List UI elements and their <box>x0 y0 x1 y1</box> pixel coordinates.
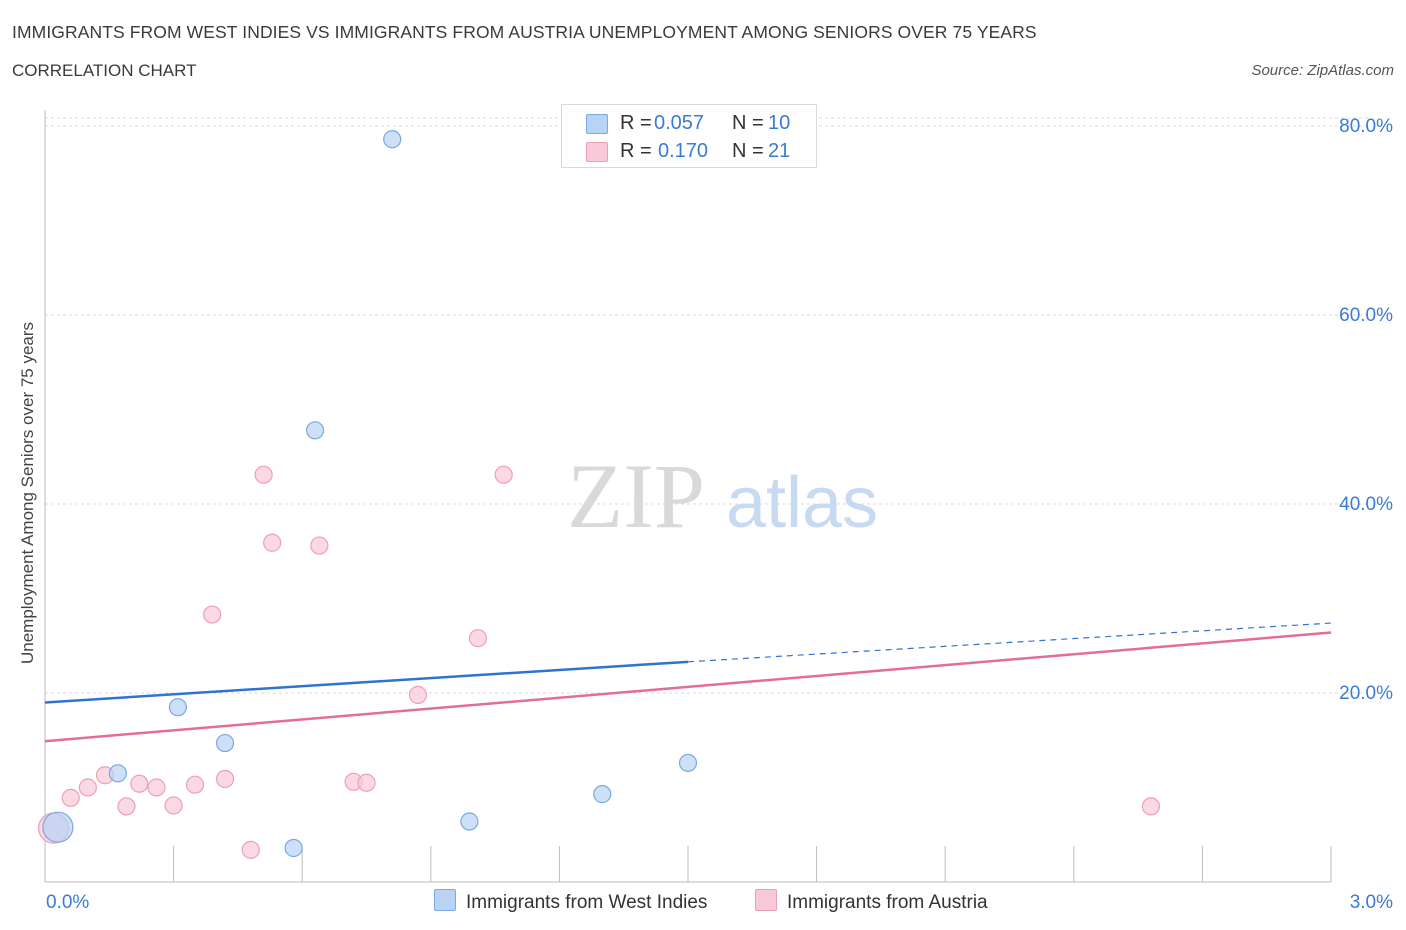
stats-legend: R = 0.057 N = 10 R = 0.170 N = 21 <box>561 104 817 168</box>
source-credit: Source: ZipAtlas.com <box>1251 62 1394 79</box>
chart-title: IMMIGRANTS FROM WEST INDIES VS IMMIGRANT… <box>12 22 1037 42</box>
legend-r-label: R = <box>620 112 652 134</box>
legend-r-label: R = <box>620 140 652 162</box>
y-tick-label: 20.0% <box>1339 683 1393 704</box>
data-point-austria <box>241 840 260 859</box>
legend-r-value: 0.057 <box>654 112 705 134</box>
data-point-austria <box>254 465 273 484</box>
x-tick-label: 3.0% <box>1350 892 1393 913</box>
trendline-austria <box>44 631 1332 743</box>
data-point-west-indies <box>108 764 127 783</box>
legend-n-label: N = <box>732 140 764 162</box>
data-point-west-indies <box>284 838 303 858</box>
x-tick-label: 0.0% <box>46 892 89 913</box>
data-point-west-indies <box>678 753 698 773</box>
data-point-austria <box>215 769 235 789</box>
chart-subtitle: CORRELATION CHART <box>12 61 197 80</box>
data-point-west-indies <box>42 811 74 843</box>
data-point-austria <box>78 778 97 797</box>
legend-r-value: 0.170 <box>658 140 709 162</box>
legend-n-value: 21 <box>768 140 791 162</box>
bottom-legend-west-indies: Immigrants from West Indies <box>434 889 707 914</box>
data-point-austria <box>1141 797 1161 816</box>
data-point-austria <box>408 685 428 704</box>
legend-series-label: Immigrants from West Indies <box>466 892 708 913</box>
y-tick-label: 60.0% <box>1339 305 1393 326</box>
data-point-austria <box>147 778 166 797</box>
y-tick-label: 40.0% <box>1339 494 1393 515</box>
bottom-legend-austria: Immigrants from Austria <box>755 889 988 914</box>
data-point-austria <box>164 796 183 815</box>
legend-series-label: Immigrants from Austria <box>787 892 988 913</box>
legend-n-label: N = <box>732 112 764 134</box>
trendline-west-indies-extension <box>687 622 1332 663</box>
data-point-west-indies <box>215 733 235 753</box>
data-point-austria <box>357 773 376 792</box>
data-point-austria <box>310 536 329 555</box>
data-point-west-indies <box>168 698 187 717</box>
data-point-austria <box>117 797 136 816</box>
data-point-austria <box>130 774 149 793</box>
data-point-austria <box>185 775 205 794</box>
legend-swatch-blue <box>586 114 608 134</box>
data-point-west-indies <box>460 812 479 831</box>
data-point-west-indies <box>305 421 325 440</box>
watermark-zip: ZIP <box>567 445 705 547</box>
trendline-west-indies <box>44 660 689 704</box>
y-tick-label: 80.0% <box>1339 116 1393 137</box>
legend-swatch-blue <box>434 889 456 911</box>
data-point-west-indies <box>383 130 402 149</box>
watermark-atlas: atlas <box>726 463 878 543</box>
legend-n-value: 10 <box>768 112 791 134</box>
data-point-austria <box>263 533 282 552</box>
data-point-austria <box>468 629 488 648</box>
data-point-austria <box>203 605 222 624</box>
legend-swatch-pink <box>586 142 608 162</box>
legend-swatch-pink <box>755 889 777 911</box>
data-point-austria <box>61 788 80 807</box>
data-point-austria <box>494 465 513 484</box>
data-point-west-indies <box>593 785 612 804</box>
